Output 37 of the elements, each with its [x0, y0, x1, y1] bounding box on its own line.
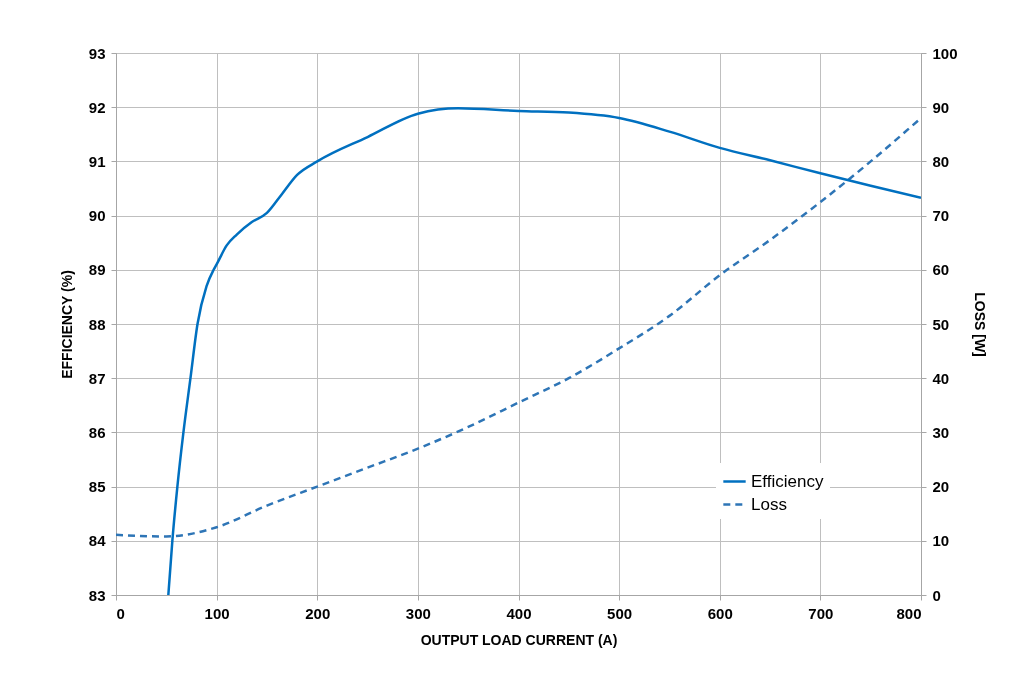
x-tick-label: 500	[607, 604, 633, 622]
x-tick-label: 800	[896, 604, 922, 622]
x-tick-label: 700	[808, 604, 834, 622]
y-tick-label: 87	[88, 369, 106, 387]
x-tick-label: 600	[707, 604, 733, 622]
y2-tick-label: 60	[932, 261, 950, 279]
y2-tick-label: 40	[932, 369, 950, 387]
x-tick-label: 0	[116, 604, 125, 622]
x-tick-label: 400	[506, 604, 532, 622]
y-tick-label: 85	[88, 478, 106, 496]
x-axis-title: OUTPUT LOAD CURRENT (A)	[420, 631, 618, 648]
y2-axis-title: LOSS [W]	[971, 292, 988, 357]
y-tick-label: 88	[88, 315, 106, 333]
y2-tick-label: 100	[932, 44, 958, 62]
y-tick-label: 92	[88, 98, 106, 116]
y-tick-label: 83	[88, 586, 106, 604]
y2-tick-label: 10	[932, 532, 950, 550]
legend-label: Loss	[751, 494, 787, 514]
y-axis-title: EFFICIENCY (%)	[58, 270, 75, 379]
y-tick-label: 84	[88, 532, 107, 550]
x-tick-label: 200	[305, 604, 331, 622]
y2-tick-label: 50	[932, 315, 950, 333]
y-tick-label: 86	[88, 423, 106, 441]
x-tick-label: 300	[405, 604, 431, 622]
y2-tick-label: 90	[932, 98, 950, 116]
y2-tick-label: 70	[932, 207, 950, 225]
y2-tick-label: 0	[932, 586, 941, 604]
y2-tick-label: 30	[932, 423, 950, 441]
y-tick-label: 89	[88, 261, 106, 279]
y-tick-label: 90	[88, 207, 106, 225]
legend-label: Efficiency	[751, 471, 824, 491]
x-tick-label: 100	[204, 604, 230, 622]
line-series	[167, 107, 921, 595]
y2-tick-label: 80	[932, 152, 950, 170]
y-tick-label: 91	[88, 152, 106, 170]
y2-tick-label: 20	[932, 478, 950, 496]
y-tick-label: 93	[88, 44, 106, 62]
